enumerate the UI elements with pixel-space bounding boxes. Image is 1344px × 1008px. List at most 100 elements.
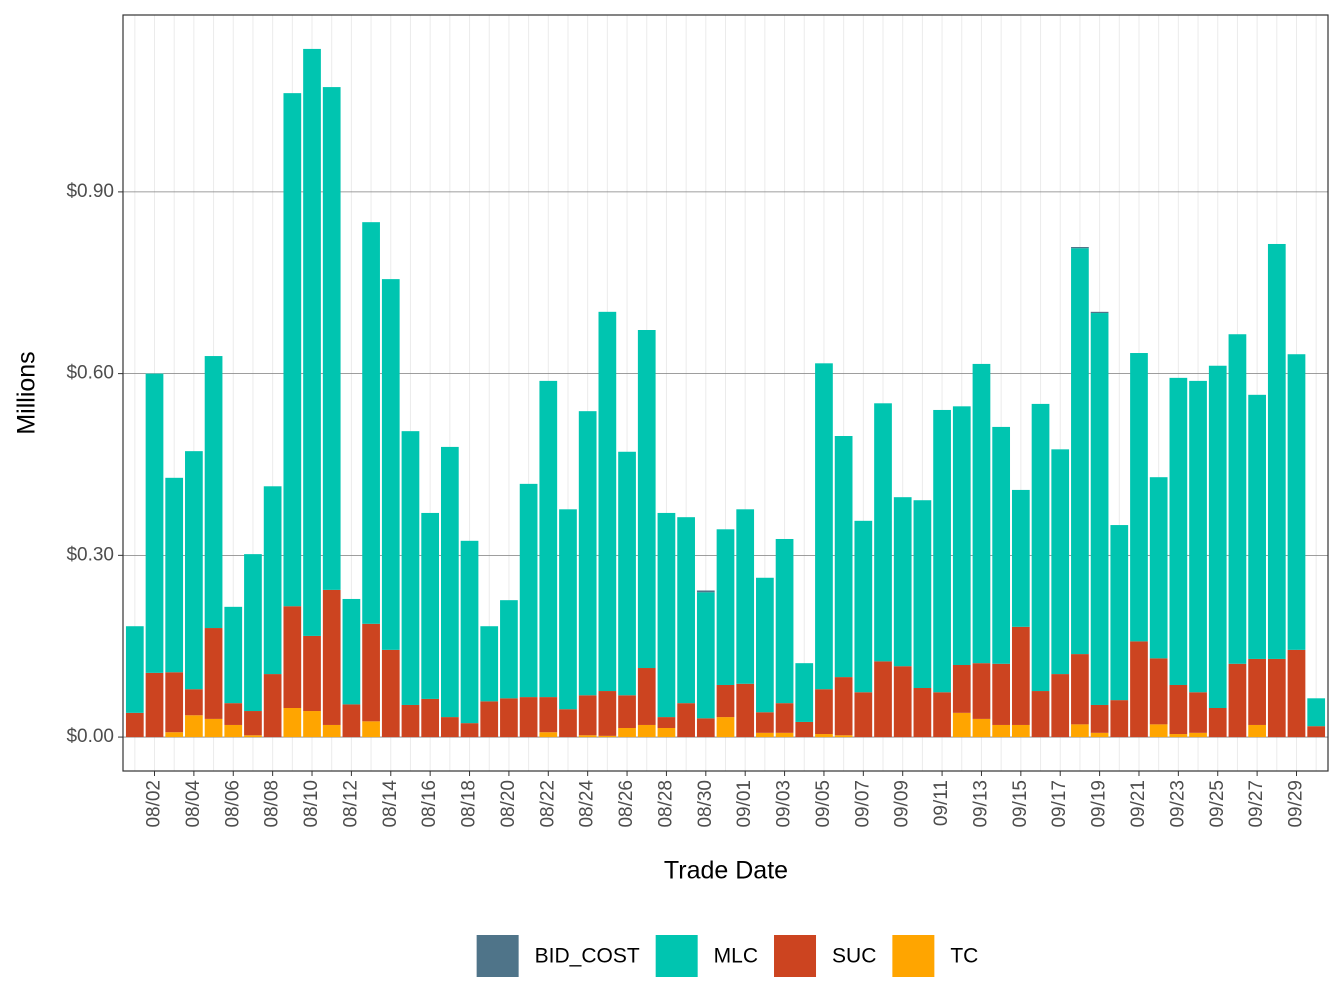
bar-segment <box>618 695 636 728</box>
bar-segment <box>815 734 833 738</box>
bar-segment <box>1051 449 1070 675</box>
x-tick-label: 09/25 <box>1207 780 1228 828</box>
x-tick-label: 09/19 <box>1089 780 1110 828</box>
bar-segment <box>283 93 302 607</box>
bar-segment <box>1051 674 1070 738</box>
bar-segment <box>303 711 321 738</box>
bar-segment <box>185 715 203 738</box>
bar-segment <box>756 577 774 713</box>
bar-segment <box>598 311 617 692</box>
legend-key <box>655 935 698 977</box>
y-axis-title: Millions <box>13 351 41 434</box>
bar-segment <box>913 688 932 738</box>
x-tick-label: 09/01 <box>734 780 755 828</box>
bar-segment <box>1208 365 1227 708</box>
bar-segment <box>1307 726 1326 738</box>
bar-segment <box>913 500 932 689</box>
bar-segment <box>893 666 912 738</box>
bar-segment <box>303 48 321 636</box>
bar-segment <box>1208 708 1227 738</box>
bar-segment <box>539 697 558 733</box>
bar-segment <box>716 684 735 718</box>
bar-segment <box>283 708 302 738</box>
bar-segment <box>362 721 380 738</box>
bar-segment <box>480 626 499 702</box>
bar-segment <box>165 477 184 673</box>
bar-segment <box>1090 311 1109 314</box>
x-tick-label: 09/05 <box>813 780 834 828</box>
bar-segment <box>677 703 695 738</box>
bar-segment <box>1130 641 1148 738</box>
bar-segment <box>1149 477 1168 659</box>
bar-segment <box>519 483 538 698</box>
bar-segment <box>1071 247 1089 249</box>
bar-segment <box>1011 724 1030 738</box>
bar-segment <box>716 529 735 685</box>
bar-segment <box>578 411 597 696</box>
bar-segment <box>618 727 636 738</box>
x-tick-label: 09/11 <box>931 780 952 826</box>
x-axis-title: Trade Date <box>664 857 788 885</box>
bar-segment <box>342 598 361 705</box>
bar-segment <box>677 517 695 704</box>
bar-segment <box>185 689 203 716</box>
x-tick-label: 08/14 <box>380 780 401 828</box>
bar-segment <box>834 436 853 678</box>
bar-segment <box>500 600 518 699</box>
bar-segment <box>559 709 577 738</box>
bar-segment <box>1267 243 1286 659</box>
x-tick-label: 08/24 <box>577 780 598 828</box>
bar-segment <box>460 723 479 738</box>
bar-segment <box>322 589 341 725</box>
bar-segment <box>460 540 479 724</box>
bar-segment <box>618 451 636 696</box>
bar-segment <box>1071 654 1089 725</box>
bar-segment <box>381 649 400 738</box>
x-tick-label: 08/18 <box>459 780 480 828</box>
bar-segment <box>1130 353 1148 642</box>
bar-segment <box>795 721 814 738</box>
x-tick-label: 08/16 <box>419 780 440 828</box>
bar-segment <box>1031 691 1050 738</box>
bar-segment <box>342 704 361 738</box>
bar-segment <box>992 663 1011 725</box>
bar-segment <box>657 717 676 728</box>
bar-segment <box>1189 732 1207 738</box>
bar-segment <box>775 703 794 733</box>
plot-border <box>122 14 1329 772</box>
bar-segment <box>244 554 262 712</box>
bar-segment <box>972 363 991 664</box>
bar-segment <box>1090 704 1109 733</box>
bar-segment <box>657 512 676 718</box>
bar-segment <box>303 635 321 712</box>
bar-segment <box>716 717 735 738</box>
x-tick-label: 09/13 <box>970 780 991 828</box>
bar-segment <box>972 718 991 738</box>
bar-segment <box>637 330 656 669</box>
bar-segment <box>1110 525 1129 701</box>
bar-segment <box>874 403 892 662</box>
bar-segment <box>1248 394 1266 659</box>
bar-segment <box>539 380 558 698</box>
bar-segment <box>1169 684 1188 735</box>
bar-segment <box>1169 734 1188 738</box>
bar-segment <box>204 628 223 719</box>
x-tick-label: 09/29 <box>1286 780 1307 828</box>
x-tick-label: 09/09 <box>892 780 913 828</box>
bar-segment <box>421 512 440 699</box>
bar-segment <box>893 497 912 667</box>
bar-segment <box>696 718 715 738</box>
bar-segment <box>756 712 774 733</box>
bar-segment <box>1228 663 1247 738</box>
bar-segment <box>224 724 243 738</box>
bar-segment <box>952 712 971 738</box>
bar-segment <box>204 718 223 738</box>
bar-segment <box>401 431 420 705</box>
bar-segment <box>815 363 833 690</box>
bar-segment <box>637 668 656 725</box>
bar-segment <box>834 735 853 738</box>
bar-segment <box>972 663 991 719</box>
bar-segment <box>1248 724 1266 738</box>
